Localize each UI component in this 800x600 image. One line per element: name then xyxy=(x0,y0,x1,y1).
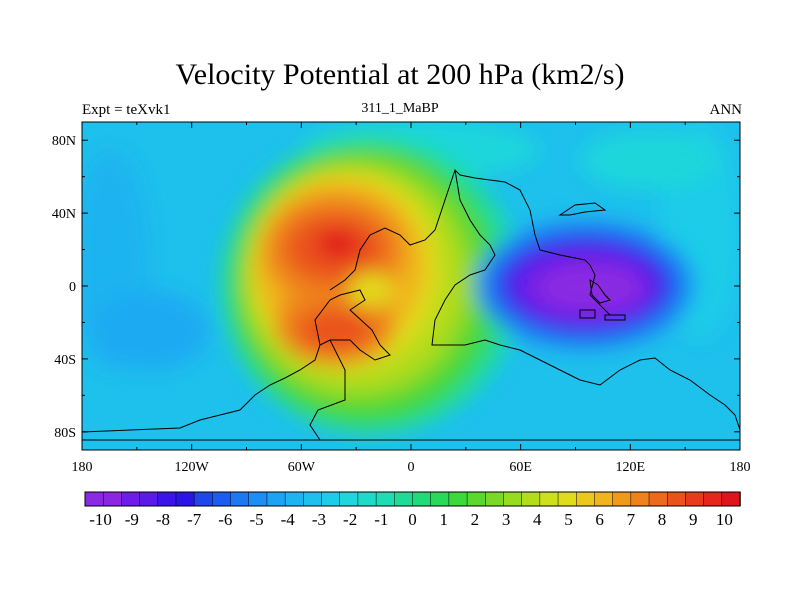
coastline-northern-continent xyxy=(329,169,611,316)
coastlines xyxy=(82,169,740,441)
x-tick-label: 0 xyxy=(408,460,415,475)
colorbar-label: -1 xyxy=(374,510,388,529)
colorbar-label: 3 xyxy=(502,510,511,529)
colorbar-swatch xyxy=(612,491,632,507)
colorbar-label: 7 xyxy=(627,510,636,529)
plot-title: Velocity Potential at 200 hPa (km2/s) xyxy=(175,58,625,91)
colorbar-swatch xyxy=(284,491,305,507)
colorbar-swatch xyxy=(102,491,123,507)
colorbar-label: -3 xyxy=(312,510,326,529)
colorbar-label: 2 xyxy=(471,510,480,529)
colorbar-label: -5 xyxy=(249,510,263,529)
coastline-eastern-continent xyxy=(431,169,740,431)
colorbar-swatch xyxy=(266,491,286,507)
colorbar-swatch xyxy=(321,491,341,507)
y-tick-label: 0 xyxy=(69,280,76,295)
case-label: 311_1_MaBP xyxy=(361,101,439,116)
colorbar-swatch xyxy=(539,491,559,507)
y-tick-label: 40N xyxy=(52,207,76,222)
colorbar-label: -9 xyxy=(125,510,139,529)
coastline-southern-landmass xyxy=(314,289,391,361)
axis-tick-labels: 180 120W 60W 0 60E 120E 180 80N 40N 0 40S 80S xyxy=(52,134,751,475)
y-tick-label: 80S xyxy=(54,426,76,441)
contour-field xyxy=(82,122,740,450)
colorbar-swatch xyxy=(193,491,214,507)
colorbar-swatch xyxy=(485,491,505,507)
colorbar-swatch xyxy=(248,491,268,507)
experiment-label: Expt = teXvk1 xyxy=(82,102,171,118)
colorbar-label: 5 xyxy=(564,510,573,529)
colorbar-frame xyxy=(84,491,741,507)
colorbar-swatch xyxy=(121,491,141,507)
colorbar-label: -2 xyxy=(343,510,357,529)
x-tick-label: 120W xyxy=(175,460,210,475)
colorbar-swatch xyxy=(666,491,687,507)
x-tick-label: 120E xyxy=(616,460,646,475)
colorbar-swatch xyxy=(503,491,523,507)
colorbar-swatch xyxy=(139,491,159,507)
x-tick-label: 60W xyxy=(288,460,316,475)
coastline-island-north xyxy=(558,202,607,216)
colorbar-swatch xyxy=(703,491,723,507)
colorbar-label: -6 xyxy=(218,510,232,529)
x-tick-label: 180 xyxy=(72,460,93,475)
colorbar-label: -8 xyxy=(156,510,170,529)
colorbar-swatch xyxy=(721,491,741,507)
colorbar-label: 0 xyxy=(408,510,417,529)
x-tick-label: 60E xyxy=(509,460,532,475)
colorbar-swatch xyxy=(339,491,359,507)
colorbar-swatch xyxy=(412,491,432,507)
colorbar-swatch xyxy=(594,491,614,507)
colorbar-label: -4 xyxy=(281,510,296,529)
colorbar-swatch xyxy=(375,491,396,507)
colorbar-swatch xyxy=(685,491,705,507)
colorbar-swatch xyxy=(557,491,577,507)
colorbar-label: 6 xyxy=(595,510,604,529)
colorbar-swatch xyxy=(212,491,232,507)
colorbar-swatch xyxy=(230,491,250,507)
coastline-islands-east xyxy=(579,309,626,321)
colorbar-label: 8 xyxy=(658,510,667,529)
colorbar-swatch xyxy=(303,491,323,507)
x-tick-label: 180 xyxy=(730,460,751,475)
colorbar-label: 4 xyxy=(533,510,542,529)
y-tick-label: 40S xyxy=(54,353,76,368)
colorbar-swatch xyxy=(394,491,414,507)
colorbar-swatch xyxy=(84,491,104,507)
colorbar-swatch xyxy=(630,491,650,507)
colorbar-label: 9 xyxy=(689,510,698,529)
y-tick-label: 80N xyxy=(52,134,76,149)
coastline-southern-continent xyxy=(82,339,346,441)
coastline-island-central xyxy=(589,279,611,304)
colorbar-swatch xyxy=(648,491,668,507)
season-label: ANN xyxy=(709,102,743,118)
colorbar: -10 -9 -8 -7 -6 -5 -4 -3 -2 -1 0 1 2 3 4 5 6 7 8 9 10 xyxy=(84,491,741,529)
colorbar-swatch xyxy=(448,491,468,507)
colorbar-label: -7 xyxy=(187,510,202,529)
axis-ticks xyxy=(81,122,741,450)
colorbar-label: 10 xyxy=(716,510,733,529)
colorbar-swatch xyxy=(576,491,596,507)
colorbar-label: 1 xyxy=(439,510,448,529)
colorbar-label: -10 xyxy=(89,510,112,529)
colorbar-swatch xyxy=(357,491,377,507)
colorbar-swatch xyxy=(521,491,541,507)
colorbar-swatch xyxy=(430,491,450,507)
colorbar-swatch xyxy=(175,491,195,507)
colorbar-swatch xyxy=(466,491,487,507)
colorbar-swatch xyxy=(157,491,177,507)
